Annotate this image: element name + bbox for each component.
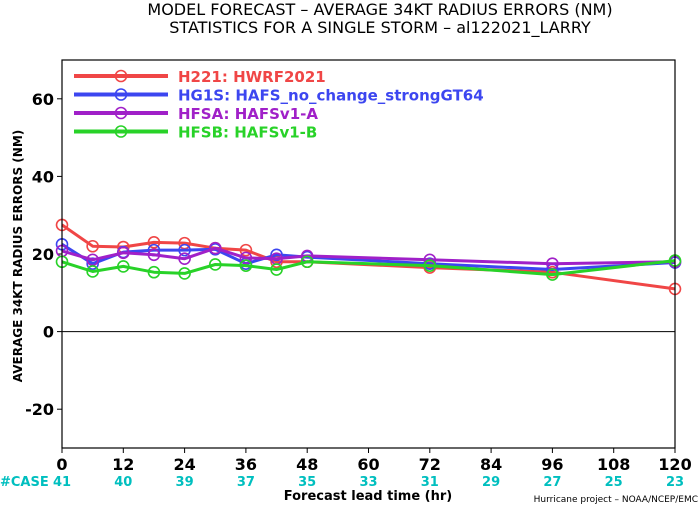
y-axis-label: AVERAGE 34KT RADIUS ERRORS (NM) [11, 130, 25, 382]
case-count: 31 [421, 475, 439, 490]
x-tick-label: 84 [480, 455, 502, 474]
x-tick-label: 48 [296, 455, 318, 474]
case-count: 35 [298, 475, 316, 490]
chart-subtitle: STATISTICS FOR A SINGLE STORM – al122021… [169, 18, 591, 38]
data-point-hfsa [147, 248, 161, 262]
x-tick-label: 96 [541, 455, 563, 474]
case-count: 40 [114, 475, 132, 490]
x-tick-label: 0 [56, 455, 67, 474]
data-point-hfsa [208, 241, 222, 255]
case-count: 29 [482, 475, 500, 490]
x-tick-label: 108 [597, 455, 630, 474]
data-point-h221 [147, 236, 161, 249]
legend-marker-h221 [114, 69, 128, 83]
data-point-hfsb [423, 259, 437, 272]
data-point-hfsb [546, 268, 559, 281]
y-tick-label: -20 [25, 400, 54, 419]
data-point-hfsa [178, 252, 191, 265]
data-point-hg1s [270, 248, 283, 262]
y-tick-label: 0 [43, 323, 54, 342]
data-point-h221 [239, 243, 253, 257]
x-tick-label: 12 [112, 455, 134, 474]
data-point-hfsb [117, 260, 130, 273]
legend-marker-hg1s [114, 88, 128, 101]
data-point-hfsb [208, 258, 222, 271]
plot-frame [61, 59, 676, 449]
x-tick-label: 24 [173, 455, 195, 474]
case-count: 27 [543, 475, 561, 490]
x-axis-label: Forecast lead time (hr) [284, 489, 452, 504]
data-point-hfsa [239, 251, 253, 265]
data-point-hfsb [270, 263, 283, 276]
legend-label-hfsb: HFSB: HAFSv1-B [178, 124, 317, 142]
legend-marker-hfsa [114, 106, 128, 120]
case-count: 41 [53, 475, 71, 490]
data-point-hfsb [147, 265, 161, 279]
case-label: #CASE [0, 475, 49, 490]
case-count: 37 [237, 475, 255, 490]
legend-marker-hfsb [114, 125, 128, 138]
legend-label-hfsa: HFSA: HAFSv1-A [178, 105, 318, 123]
chart-title: MODEL FORECAST – AVERAGE 34KT RADIUS ERR… [147, 0, 612, 19]
credit-text: Hurricane project – NOAA/NCEP/EMC [534, 495, 698, 505]
case-count: 25 [605, 475, 623, 490]
y-tick-label: 60 [32, 90, 54, 109]
x-tick-label: 36 [235, 455, 257, 474]
case-count: 39 [176, 475, 194, 490]
legend-label-hg1s: HG1S: HAFS_no_change_strongGT64 [178, 87, 484, 105]
plot-area: -20 0 20 40 60 0 12 24 36 48 60 72 84 96 108 120 41 40 39 3… [25, 68, 692, 490]
case-count: 23 [666, 475, 684, 490]
data-point-hg1s [178, 243, 191, 257]
y-tick-label: 40 [32, 167, 54, 186]
data-point-hfsb [86, 265, 99, 278]
data-point-hfsb [300, 255, 314, 269]
x-tick-label: 120 [658, 455, 691, 474]
legend-label-h221: H221: HWRF2021 [178, 68, 326, 86]
y-tick-label: 20 [32, 245, 54, 264]
data-point-hfsb [178, 267, 191, 280]
data-point-hfsb [239, 259, 253, 272]
x-tick-label: 72 [419, 455, 441, 474]
data-point-hg1s [86, 257, 99, 271]
data-point-h221 [86, 239, 99, 253]
x-tick-label: 60 [357, 455, 379, 474]
case-count: 33 [359, 475, 377, 490]
data-point-hfsa [117, 246, 130, 260]
